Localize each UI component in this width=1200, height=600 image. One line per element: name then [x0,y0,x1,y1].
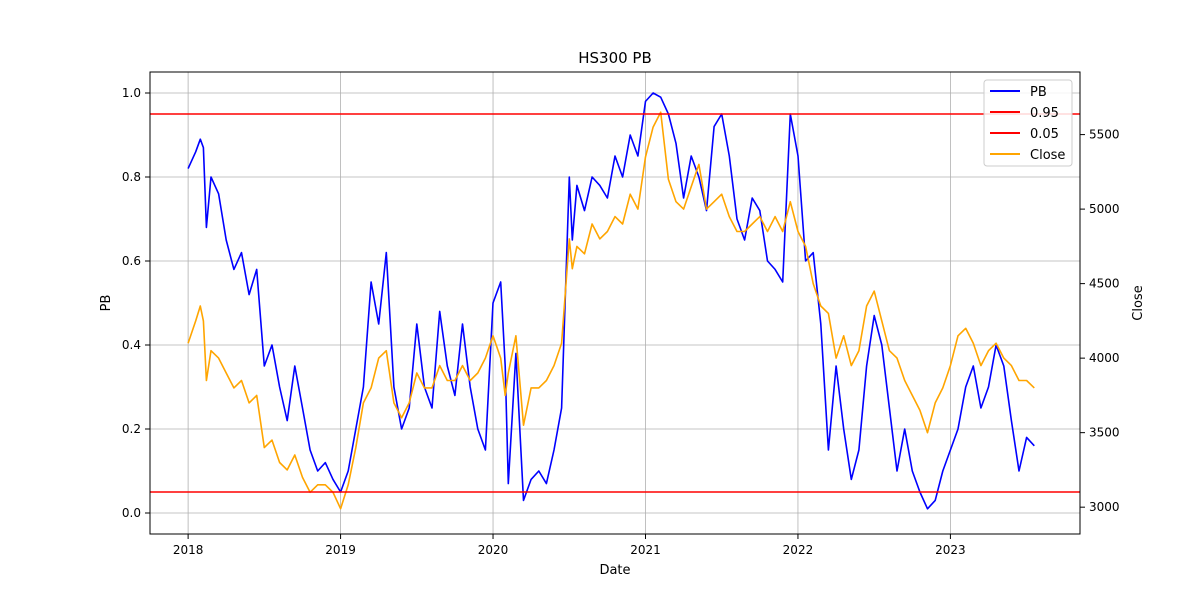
threshold-lines [150,113,1080,493]
x-tick-label: 2023 [935,543,966,557]
x-tick-label: 2022 [783,543,814,557]
y-right-tick-label: 3500 [1089,426,1120,440]
legend-box [983,79,1073,167]
chart-title: HS300 PB [578,49,652,67]
x-axis-label: Date [599,563,630,578]
y-axis-right-label: Close [1131,285,1146,320]
x-tick-label: 2021 [630,543,661,557]
x-tick-label: 2018 [173,543,204,557]
y-right-tick-label: 5500 [1089,128,1120,142]
y-axis-left-ticks: 0.0 0.2 0.4 0.6 0.8 1.0 [122,86,150,520]
y-right-tick-label: 3000 [1089,500,1120,514]
y-left-tick-label: 0.2 [122,422,141,436]
series-line-close [187,111,1035,510]
legend-label-lower: 0.05 [1030,127,1059,142]
y-left-tick-label: 0.8 [122,170,141,184]
y-left-tick-label: 0.0 [122,506,141,520]
legend-label-upper: 0.95 [1030,106,1059,121]
y-left-tick-label: 0.6 [122,254,141,268]
x-tick-label: 2020 [478,543,509,557]
y-left-tick-label: 1.0 [122,86,141,100]
legend-label-pb: PB [1030,85,1047,100]
y-axis-left-label: PB [99,295,114,312]
series-layer [187,92,1035,510]
y-right-tick-label: 4500 [1089,277,1120,291]
x-tick-label: 2019 [325,543,356,557]
series-line-pb [187,92,1035,510]
legend: PB 0.95 0.05 Close [983,79,1073,167]
y-left-tick-label: 0.4 [122,338,141,352]
plot-frame [149,71,1081,535]
y-axis-right-ticks: 3000 3500 4000 4500 5000 5500 [1080,128,1120,514]
y-right-tick-label: 5000 [1089,202,1120,216]
x-axis-ticks: 2018 2019 2020 2021 2022 2023 [173,534,966,557]
y-right-tick-label: 4000 [1089,351,1120,365]
legend-label-close: Close [1030,148,1065,163]
